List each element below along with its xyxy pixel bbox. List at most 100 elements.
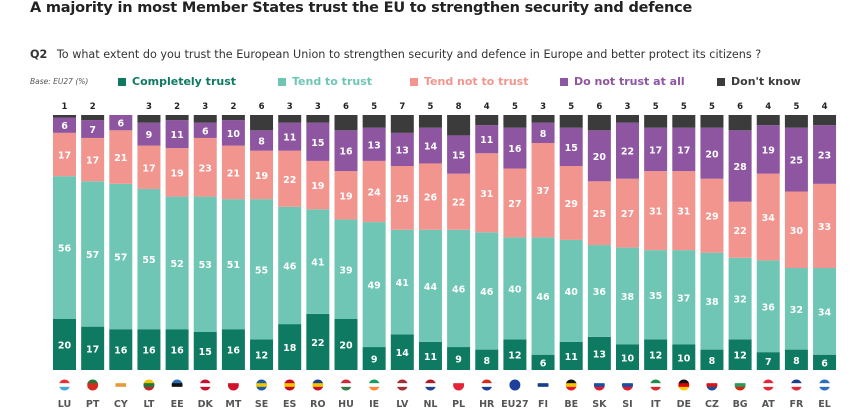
- category-label: SK: [592, 399, 607, 410]
- flag-icon-hr: [481, 379, 493, 391]
- bar-segment-dk-1: [193, 196, 217, 332]
- data-label: 46: [480, 287, 494, 298]
- flag-stripe: [481, 386, 493, 391]
- bar-segment-ro-4: [306, 115, 330, 123]
- data-label: 10: [621, 353, 635, 364]
- bar-segment-be-1: [559, 239, 583, 342]
- bar-segment-dk-3: [193, 122, 217, 138]
- category-label: EU27: [501, 399, 528, 410]
- bar-segment-lu-1: [53, 176, 76, 319]
- legend-label: Completely trust: [132, 75, 237, 88]
- category-label: LV: [396, 399, 409, 410]
- bar-segment-cz-0: [700, 349, 724, 370]
- bar-segment-lu-4: [53, 115, 76, 118]
- bar-segment-si-4: [616, 115, 639, 123]
- bar-segment-fr-1: [784, 268, 808, 350]
- bar-segment-ro-3: [306, 122, 330, 161]
- legend-swatch: [717, 77, 725, 86]
- flag-stripe: [509, 379, 521, 384]
- data-label: 11: [480, 135, 493, 146]
- flag-stripe: [819, 386, 831, 391]
- legend-label: Don't know: [731, 75, 801, 88]
- data-label-dont-know: 3: [625, 102, 631, 112]
- flag-stripe: [537, 379, 549, 384]
- bar-segment-lt-4: [137, 115, 161, 123]
- bar-segment-cy-0: [109, 329, 133, 370]
- data-label: 52: [170, 259, 183, 270]
- bar-segment-ee-1: [165, 196, 189, 330]
- bar-segment-cz-4: [700, 115, 724, 128]
- flag-stripe: [340, 379, 352, 384]
- bar-segment-fi-4: [531, 115, 555, 123]
- flag-stripe: [650, 386, 662, 391]
- category-label: LT: [143, 399, 154, 410]
- flag-stripe: [284, 386, 296, 391]
- bar-segment-bg-1: [728, 257, 752, 340]
- category-label: DK: [198, 399, 214, 410]
- flag-stripe: [650, 379, 662, 384]
- bar-segment-lv-3: [390, 132, 414, 166]
- flag-stripe: [424, 383, 436, 388]
- data-label: 20: [705, 149, 719, 160]
- data-label-dont-know: 5: [371, 102, 377, 112]
- bar-segment-ro-0: [306, 313, 330, 370]
- bar-segment-el-4: [813, 115, 837, 126]
- data-label: 6: [202, 126, 209, 137]
- category-label: CY: [114, 399, 128, 410]
- category-label: NL: [423, 399, 437, 410]
- category-label: EE: [171, 399, 184, 410]
- data-label: 22: [733, 226, 746, 237]
- data-label: 7: [89, 125, 96, 136]
- bar-segment-hr-0: [475, 349, 499, 370]
- flag-stripe: [368, 379, 380, 384]
- data-label: 13: [593, 349, 606, 360]
- bar-segment-lv-1: [390, 229, 414, 335]
- data-label: 16: [508, 144, 522, 155]
- bar-segment-hr-2: [475, 153, 499, 233]
- data-label-dont-know: 5: [681, 102, 687, 112]
- flag-icon-de: [678, 379, 690, 391]
- data-label: 31: [480, 189, 493, 200]
- flag-stripe: [537, 386, 549, 391]
- flag-stripe: [706, 386, 718, 391]
- bar-segment-lt-2: [137, 145, 161, 189]
- flag-stripe: [593, 386, 605, 391]
- category-label: CZ: [705, 399, 719, 410]
- category-label: ES: [283, 399, 296, 410]
- bar-segment-ro-1: [306, 209, 330, 314]
- bar-segment-nl-2: [418, 163, 442, 230]
- data-label: 44: [424, 282, 438, 293]
- bar-segment-ee-2: [165, 148, 189, 197]
- flag-stripe: [396, 379, 408, 384]
- legend-label: Do not trust at all: [574, 75, 685, 88]
- data-label: 23: [818, 151, 831, 162]
- flag-stripe: [143, 379, 155, 384]
- bar-segment-lu-2: [53, 132, 76, 177]
- data-label: 57: [114, 253, 127, 264]
- legend-item-do-not-trust: Do not trust at all: [560, 75, 685, 88]
- flag-stripe: [424, 379, 436, 384]
- bar-segment-it-1: [644, 250, 668, 340]
- bar-segment-lt-3: [137, 122, 161, 146]
- flag-stripe: [509, 383, 521, 388]
- category-label: DE: [677, 399, 691, 410]
- flag-stripe: [734, 383, 746, 388]
- bar-segment-hr-3: [475, 125, 499, 154]
- category-label: BE: [564, 399, 578, 410]
- flag-stripe: [678, 379, 690, 384]
- data-label: 35: [649, 291, 662, 302]
- data-label: 14: [424, 142, 438, 153]
- stacked-bar-chart: 20561761LU17571772PT1657216CY16551793LT1…: [53, 102, 837, 410]
- data-label: 13: [396, 145, 409, 156]
- flag-stripe: [115, 386, 127, 391]
- flag-stripe: [143, 386, 155, 391]
- data-label: 11: [283, 133, 296, 144]
- bar-segment-hr-4: [475, 115, 499, 126]
- base-note: Base: EU27 (%): [30, 77, 89, 86]
- data-label: 25: [593, 209, 606, 220]
- flag-icon-hu: [340, 379, 352, 391]
- data-label-dont-know: 4: [484, 102, 490, 112]
- data-label-dont-know: 5: [427, 102, 433, 112]
- bar-segment-bg-0: [728, 339, 752, 370]
- data-label: 8: [709, 356, 716, 367]
